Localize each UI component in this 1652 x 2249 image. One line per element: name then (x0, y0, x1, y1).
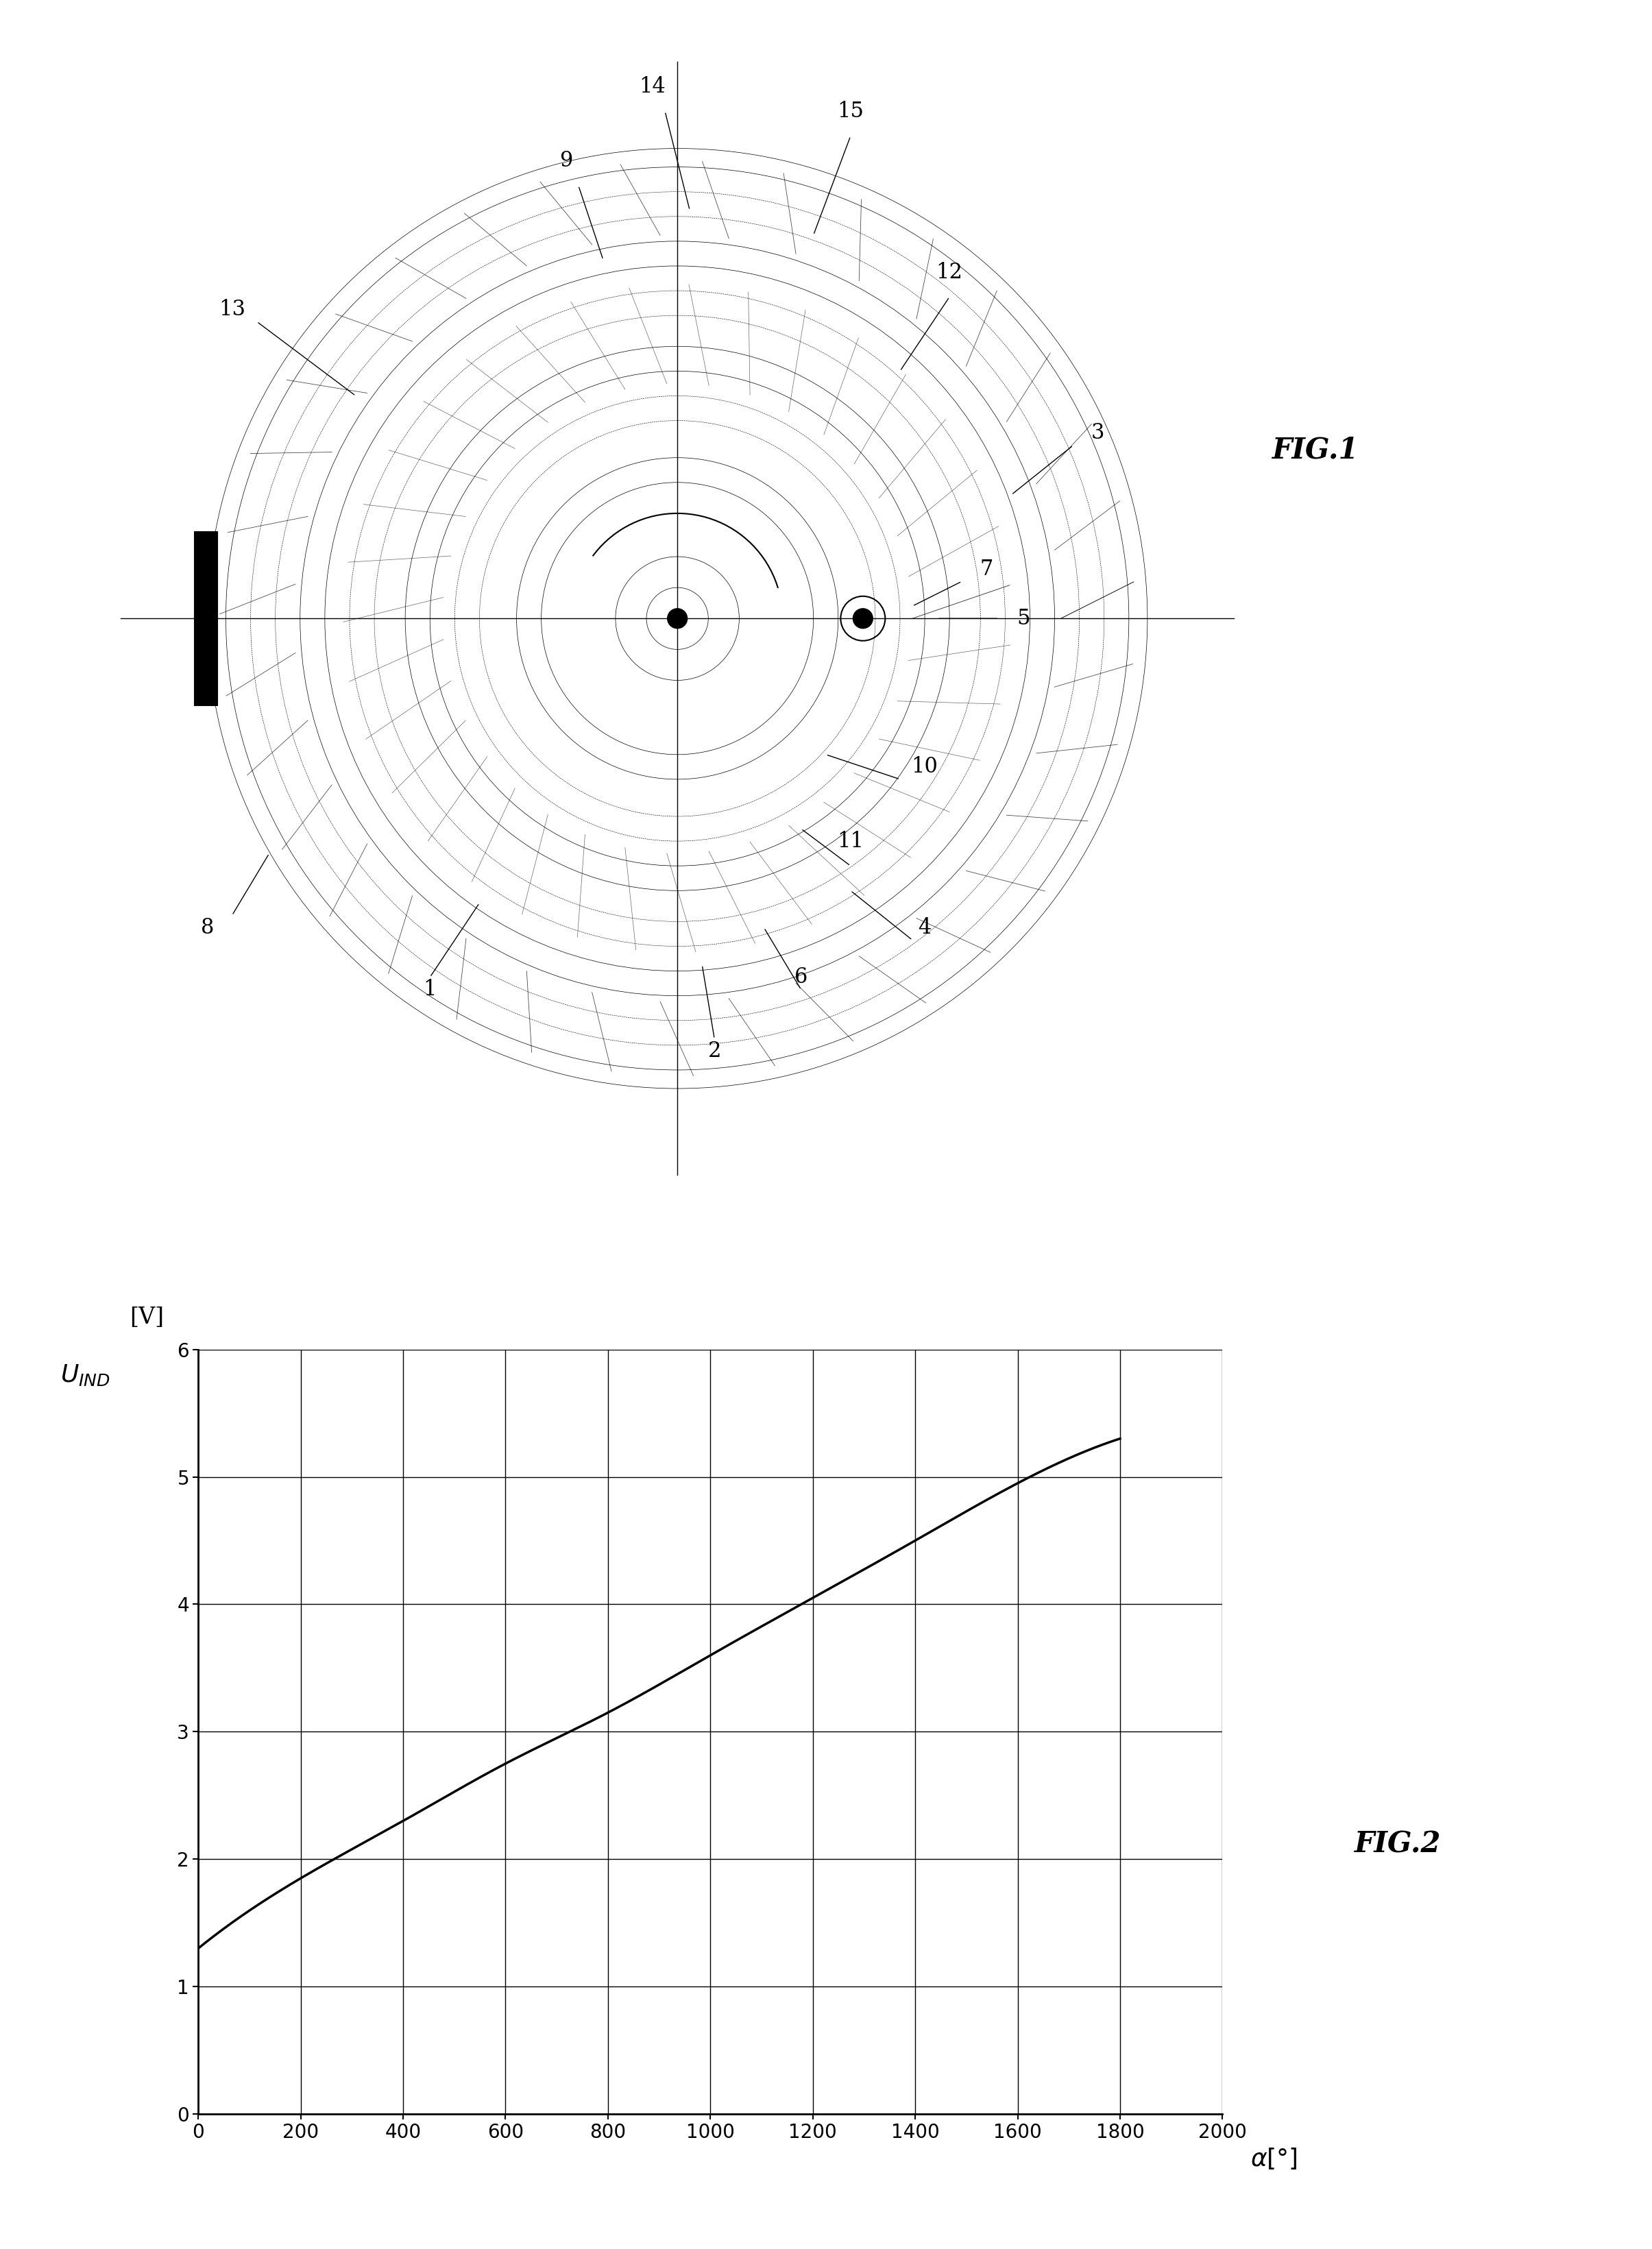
Bar (195, 533, 216, 706)
Text: 3: 3 (1092, 423, 1105, 443)
Text: 2: 2 (707, 1041, 722, 1062)
Text: 11: 11 (838, 830, 864, 852)
Text: 7: 7 (980, 558, 993, 580)
Text: 4: 4 (919, 918, 932, 938)
Circle shape (852, 609, 872, 627)
Text: 15: 15 (838, 101, 864, 121)
Text: 6: 6 (795, 967, 808, 987)
Text: [V]: [V] (131, 1307, 164, 1329)
Text: $U_{IND}$: $U_{IND}$ (61, 1363, 111, 1388)
Text: $\alpha[°]$: $\alpha[°]$ (1251, 2146, 1297, 2170)
Text: 1: 1 (423, 978, 436, 1001)
Text: 13: 13 (218, 299, 246, 319)
Text: 14: 14 (639, 76, 666, 97)
Text: 5: 5 (1018, 607, 1031, 630)
Circle shape (667, 609, 687, 627)
Text: 9: 9 (560, 151, 573, 171)
Text: 10: 10 (912, 756, 938, 778)
Text: FIG.1: FIG.1 (1272, 436, 1358, 463)
Text: 12: 12 (937, 261, 963, 283)
Text: 8: 8 (200, 918, 215, 938)
Text: FIG.2: FIG.2 (1355, 1831, 1441, 1858)
